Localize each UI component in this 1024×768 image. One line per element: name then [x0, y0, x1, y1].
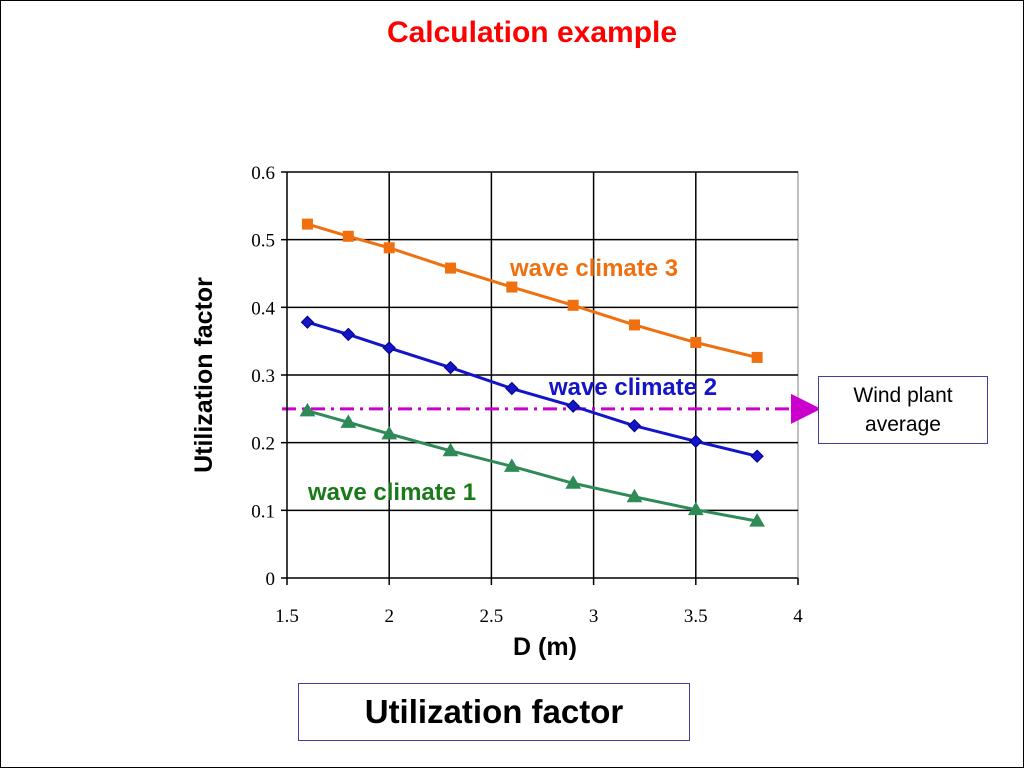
data-point-wave-climate-3 [567, 299, 579, 311]
data-point-wave-climate-2 [382, 341, 396, 355]
data-point-wave-climate-3 [445, 262, 457, 274]
data-point-wave-climate-1 [299, 402, 316, 417]
data-point-wave-climate-3 [342, 230, 354, 242]
y-tick-label: 0.1 [251, 501, 275, 522]
y-tick-label: 0.3 [251, 366, 275, 387]
x-tick-label: 1.5 [275, 606, 299, 627]
data-point-wave-climate-3 [628, 319, 640, 331]
slide-title: Calculation example [386, 16, 678, 49]
x-tick-label: 3 [589, 606, 599, 627]
series-label-wave-climate-1: wave climate 1 [307, 479, 476, 506]
y-tick-label: 0.6 [251, 163, 275, 184]
data-point-wave-climate-2 [627, 419, 642, 433]
data-point-wave-climate-1 [381, 425, 398, 440]
data-point-wave-climate-2 [750, 449, 764, 463]
data-point-wave-climate-3 [690, 337, 702, 349]
data-point-wave-climate-1 [687, 501, 704, 516]
data-point-wave-climate-3 [506, 281, 518, 293]
x-tick-label: 3.5 [684, 606, 708, 627]
data-point-wave-climate-1 [442, 442, 459, 457]
data-point-wave-climate-2 [341, 327, 356, 342]
x-tick-label: 2.5 [480, 606, 504, 627]
wind-plant-average-box: Wind plant average [818, 376, 988, 444]
wind-plant-average-line1: Wind plant [853, 384, 953, 407]
data-point-wave-climate-3 [383, 242, 395, 254]
data-point-wave-climate-2 [689, 434, 703, 449]
y-tick-label: 0 [266, 569, 276, 590]
data-point-wave-climate-2 [300, 315, 315, 329]
data-point-wave-climate-1 [626, 488, 643, 503]
wind-plant-average-line2: average [865, 413, 941, 436]
data-point-wave-climate-3 [301, 218, 313, 230]
y-axis-title: Utilization factor [190, 277, 218, 473]
data-point-wave-climate-1 [503, 458, 520, 472]
series-label-wave-climate-2: wave climate 2 [548, 374, 717, 401]
x-tick-label: 4 [793, 606, 803, 627]
data-point-wave-climate-2 [566, 399, 580, 413]
y-tick-label: 0.4 [251, 298, 275, 319]
data-point-wave-climate-2 [443, 360, 458, 375]
series-line-wave-climate-3 [307, 222, 758, 359]
series-label-wave-climate-3: wave climate 3 [509, 255, 678, 282]
data-point-wave-climate-1 [340, 414, 357, 428]
y-tick-label: 0.2 [251, 434, 275, 455]
data-point-wave-climate-3 [751, 351, 763, 363]
data-point-wave-climate-2 [505, 381, 519, 396]
data-point-wave-climate-1 [565, 475, 582, 489]
data-point-wave-climate-1 [749, 513, 765, 527]
y-tick-label: 0.5 [251, 231, 275, 252]
caption-box: Utilization factor [298, 683, 690, 741]
x-tick-label: 2 [384, 606, 394, 627]
x-axis-title: D (m) [513, 633, 577, 661]
